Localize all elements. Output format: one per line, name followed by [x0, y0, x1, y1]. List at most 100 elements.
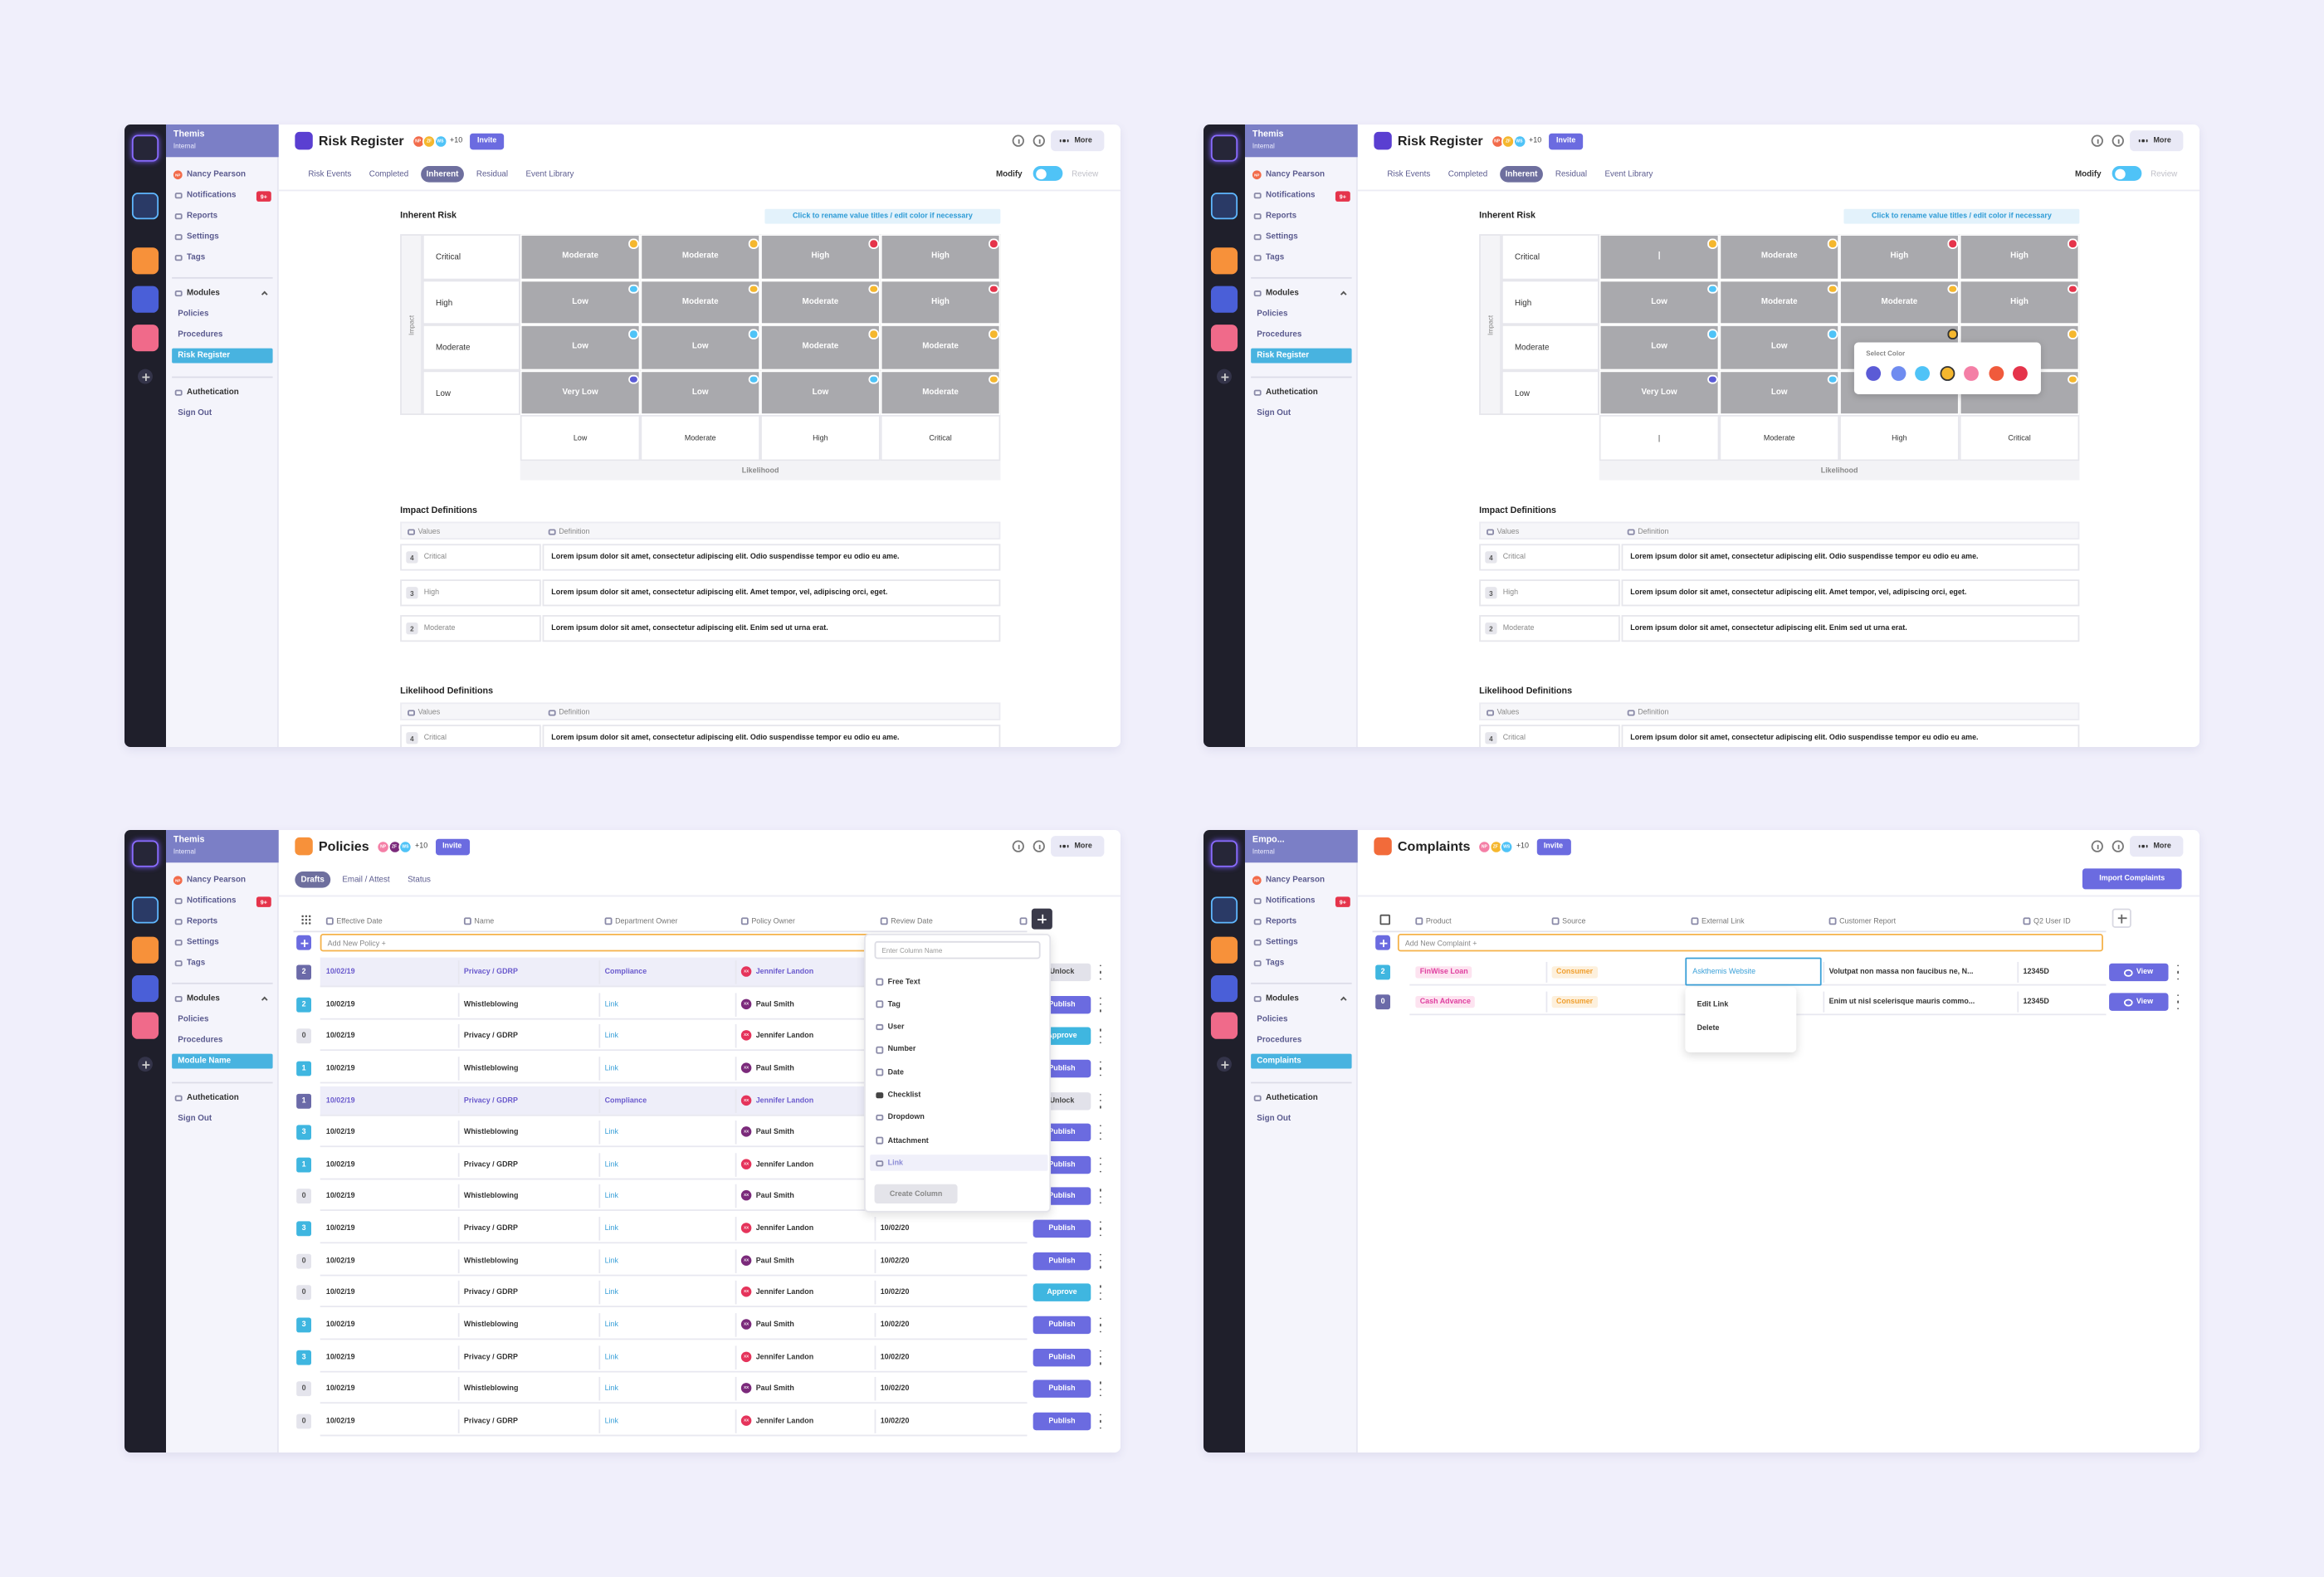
table-row[interactable]	[320, 1374, 1028, 1404]
color-dot[interactable]	[628, 238, 638, 249]
risk-cell[interactable]: High	[760, 234, 881, 280]
row-menu[interactable]	[1098, 1221, 1102, 1237]
nav-item[interactable]: Notifications	[1266, 191, 1316, 201]
nav-item[interactable]: Reports	[1266, 917, 1297, 927]
help-icon[interactable]	[2112, 134, 2124, 147]
tab[interactable]: Inherent	[420, 166, 465, 183]
color-dot[interactable]	[1707, 329, 1717, 339]
table-row[interactable]	[320, 1214, 1028, 1244]
color-dot[interactable]	[2068, 374, 2077, 384]
risk-cell[interactable]: Moderate	[1719, 234, 1840, 280]
table-row[interactable]	[320, 1118, 1028, 1148]
add-row-button[interactable]	[296, 935, 311, 950]
action-button[interactable]: Publish	[1033, 1219, 1091, 1238]
table-row[interactable]	[320, 1246, 1028, 1277]
nav-item[interactable]: Notifications	[187, 191, 237, 201]
user-name[interactable]: Nancy Pearson	[1266, 170, 1325, 180]
risk-cell[interactable]: Moderate	[880, 369, 1001, 415]
org-switcher[interactable]: Themis Internal	[1245, 124, 1358, 158]
table-row[interactable]	[320, 1278, 1028, 1308]
table-row[interactable]	[320, 1407, 1028, 1437]
nav-item[interactable]: Reports	[187, 917, 218, 927]
tab[interactable]: Email / Attest	[342, 875, 390, 885]
department[interactable]: Link	[604, 1417, 618, 1426]
tab[interactable]: Completed	[1448, 169, 1488, 179]
color-dot[interactable]	[1947, 329, 1958, 339]
table-row[interactable]	[320, 1053, 1028, 1084]
risk-cell[interactable]: Low	[1719, 369, 1840, 415]
modules-title[interactable]: Modules	[187, 994, 220, 1003]
help-icon[interactable]	[1012, 840, 1024, 852]
action-button[interactable]: Publish	[1033, 1380, 1091, 1399]
color-swatch[interactable]	[1866, 366, 1882, 381]
column-type-option[interactable]: Date	[870, 1064, 1047, 1081]
row-menu[interactable]	[1098, 1157, 1102, 1173]
color-dot[interactable]	[1827, 283, 1838, 294]
app-switch[interactable]	[131, 896, 159, 924]
action-button[interactable]: Publish	[1033, 1412, 1091, 1431]
app-switch[interactable]	[1210, 286, 1238, 313]
color-dot[interactable]	[1827, 238, 1838, 249]
risk-cell[interactable]: Low	[520, 325, 641, 370]
row-menu[interactable]	[1098, 1413, 1102, 1429]
color-dot[interactable]	[2068, 283, 2077, 294]
color-dot[interactable]	[868, 238, 879, 249]
risk-cell[interactable]: Low	[1599, 325, 1720, 370]
nav-item[interactable]: Tags	[187, 959, 206, 969]
color-dot[interactable]	[2068, 329, 2077, 339]
module-item[interactable]: Procedures	[1257, 1036, 1302, 1045]
add-column-button[interactable]	[2112, 908, 2131, 928]
app-switch[interactable]	[131, 247, 159, 275]
color-dot[interactable]	[868, 329, 879, 339]
add-app[interactable]	[1217, 369, 1232, 384]
color-dot[interactable]	[748, 329, 759, 339]
risk-cell[interactable]: Moderate	[640, 234, 761, 280]
action-button[interactable]: Approve	[1033, 1284, 1091, 1302]
color-dot[interactable]	[989, 238, 998, 249]
department[interactable]: Link	[604, 1032, 618, 1042]
tab[interactable]: Risk Events	[1387, 169, 1431, 179]
color-dot[interactable]	[2068, 238, 2077, 249]
help-icon[interactable]	[1033, 840, 1045, 852]
table-row[interactable]	[320, 1311, 1028, 1340]
user-name[interactable]: Nancy Pearson	[187, 876, 246, 886]
color-swatch[interactable]	[1890, 366, 1906, 381]
color-dot[interactable]	[989, 329, 998, 339]
risk-cell[interactable]: Low	[640, 369, 761, 415]
invite-button[interactable]: Invite	[470, 132, 505, 149]
risk-cell[interactable]: Moderate	[1719, 279, 1840, 325]
column-settings[interactable]	[300, 914, 311, 925]
color-dot[interactable]	[1827, 329, 1838, 339]
module-item[interactable]: Policies	[178, 310, 209, 319]
color-dot[interactable]	[1707, 283, 1717, 294]
color-dot[interactable]	[748, 374, 759, 384]
tab[interactable]: Event Library	[525, 169, 574, 179]
department[interactable]: Link	[604, 999, 618, 1009]
help-icon[interactable]	[2112, 840, 2124, 852]
department[interactable]: Link	[604, 1128, 618, 1137]
user-name[interactable]: Nancy Pearson	[187, 170, 246, 180]
department[interactable]: Link	[604, 1352, 618, 1362]
help-icon[interactable]	[2091, 840, 2103, 852]
app-switch[interactable]	[1210, 840, 1238, 867]
more-button[interactable]: More	[2130, 130, 2184, 152]
risk-cell[interactable]: High	[1839, 234, 1960, 280]
department[interactable]: Compliance	[604, 968, 647, 977]
tab[interactable]: Residual	[476, 169, 509, 179]
row-menu[interactable]	[1098, 1317, 1102, 1333]
table-row[interactable]	[320, 1182, 1028, 1212]
risk-cell[interactable]: High	[880, 234, 1001, 280]
department[interactable]: Link	[604, 1063, 618, 1073]
nav-item[interactable]: Settings	[1266, 232, 1298, 242]
table-row[interactable]	[320, 1022, 1028, 1052]
color-dot[interactable]	[628, 374, 638, 384]
row-menu[interactable]	[2175, 964, 2180, 980]
app-switch[interactable]	[131, 975, 159, 1003]
risk-cell[interactable]: High	[880, 279, 1001, 325]
module-item[interactable]: Policies	[1257, 1015, 1288, 1024]
risk-cell[interactable]: Low	[1599, 279, 1720, 325]
app-switch[interactable]	[131, 134, 159, 162]
app-switch[interactable]	[1210, 936, 1238, 964]
risk-cell[interactable]: High	[1959, 279, 2080, 325]
row-menu[interactable]	[1098, 1093, 1102, 1108]
